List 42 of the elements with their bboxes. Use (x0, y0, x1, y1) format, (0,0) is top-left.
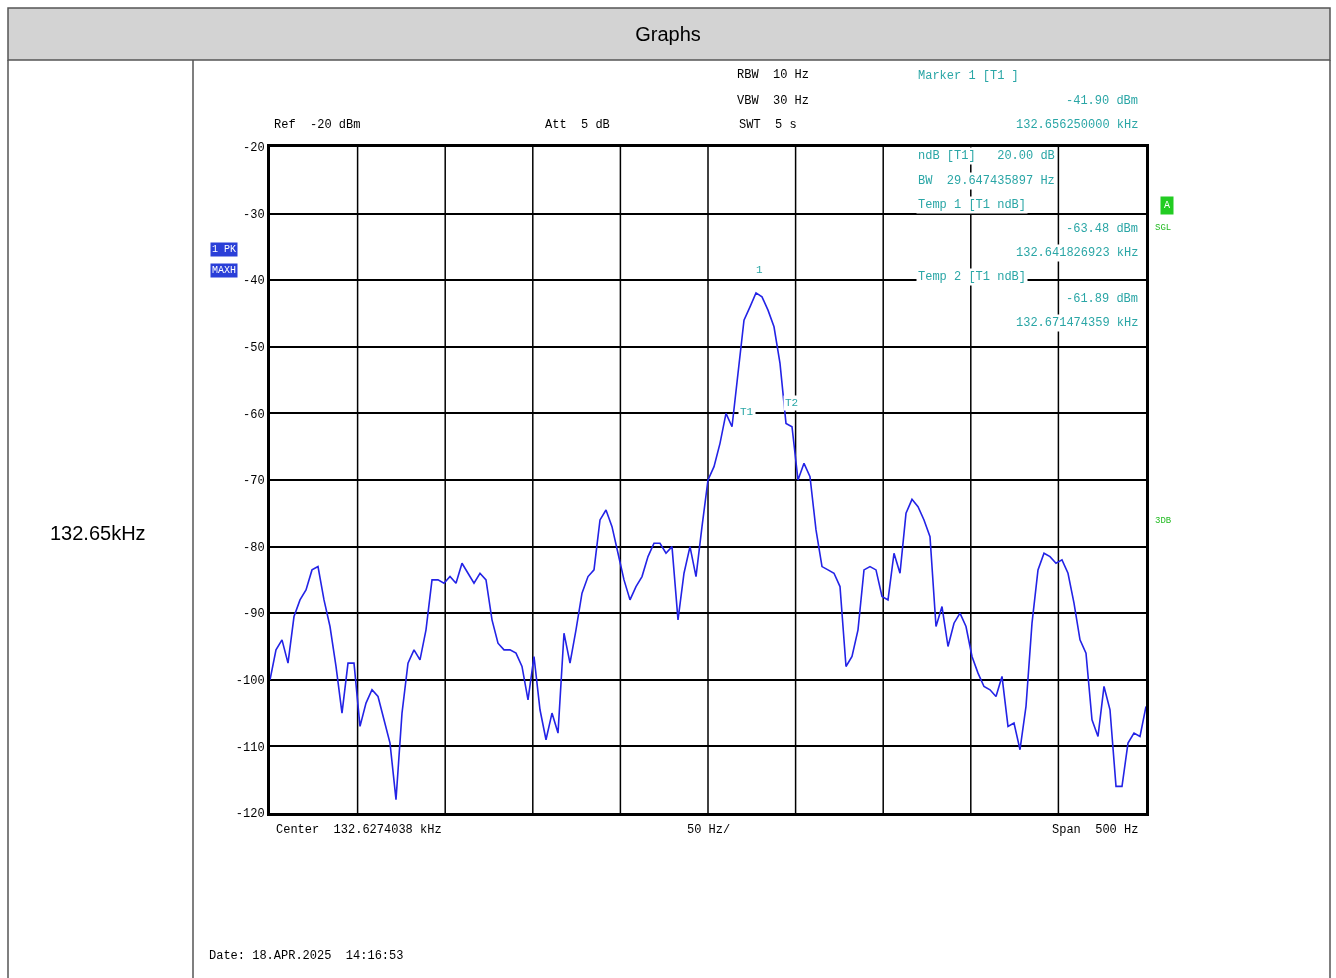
text: -41.90 dBm (1066, 94, 1139, 108)
text: Span 500 Hz (1052, 823, 1139, 837)
text: RBW 10 Hz (737, 68, 810, 82)
y-tick-label: -90 (242, 607, 265, 622)
text: 132.656250000 kHz (1016, 118, 1139, 132)
y-tick-label: -30 (242, 207, 265, 222)
text: VBW 30 Hz (737, 94, 810, 108)
annotation: ndB [T1] 20.00 dB (918, 149, 1055, 163)
text: SWT 5 s (739, 118, 797, 132)
annotation: -61.89 dBm (1066, 292, 1139, 306)
text: Center 132.6274038 kHz (276, 823, 442, 837)
text: 50 Hz/ (687, 823, 731, 837)
text: SGL (1155, 223, 1172, 233)
text: Marker 1 [T1 ] (918, 69, 1019, 83)
text: 3DB (1155, 516, 1172, 526)
chart-title: Graphs (635, 23, 701, 45)
annotation: T2 (785, 397, 799, 409)
text: Ref -20 dBm (274, 118, 361, 132)
annotation: Temp 1 [T1 ndB] (918, 198, 1027, 212)
y-tick-label: -20 (242, 141, 265, 156)
text: 1 PK (212, 244, 237, 255)
y-tick-label: -110 (235, 740, 265, 755)
annotation: Temp 2 [T1 ndB] (918, 270, 1027, 284)
annotation: BW 29.647435897 Hz (918, 174, 1055, 188)
annotation: -63.48 dBm (1066, 222, 1139, 236)
y-tick-label: -60 (242, 407, 265, 422)
y-tick-label: -100 (235, 674, 265, 688)
text: Date: 18.APR.2025 14:16:53 (209, 949, 404, 963)
text: MAXH (212, 265, 237, 276)
annotation: 1 (756, 264, 763, 276)
annotation: 132.671474359 kHz (1016, 316, 1139, 330)
y-tick-label: -80 (242, 540, 265, 555)
annotation: 132.641826923 kHz (1016, 246, 1139, 260)
y-tick-label: -120 (235, 807, 265, 822)
y-tick-label: -50 (242, 341, 265, 355)
y-tick-label: -70 (242, 474, 265, 489)
annotation: T1 (740, 406, 754, 418)
line-series (270, 292, 1146, 801)
text: A (1164, 200, 1171, 211)
text: 132.65kHz (50, 522, 146, 544)
text: Att 5 dB (545, 118, 610, 132)
y-tick-label: -40 (242, 274, 265, 289)
